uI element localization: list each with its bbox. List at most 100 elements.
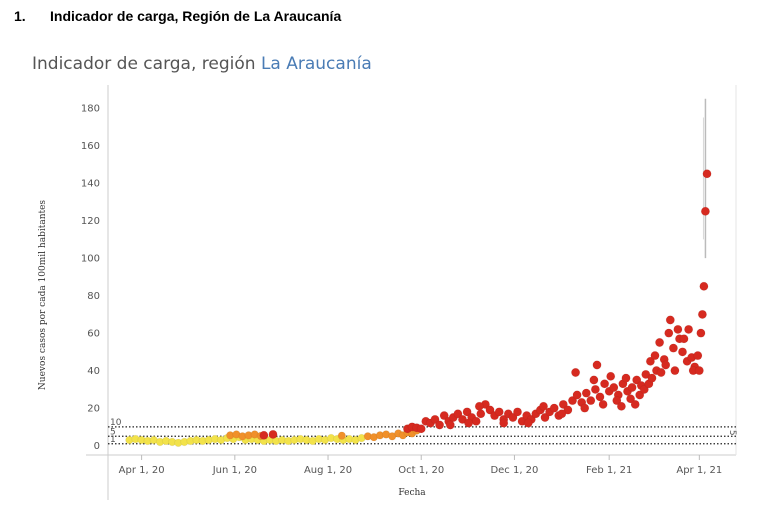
- x-tick-label: Jun 1, 20: [212, 465, 257, 476]
- data-point: [453, 409, 463, 419]
- data-point: [586, 395, 596, 406]
- data-point: [699, 281, 709, 291]
- data-point: [595, 392, 605, 402]
- data-point: [656, 367, 666, 378]
- y-axis-title: Nuevos casos por cada 100mil habitantes: [38, 200, 48, 390]
- data-point: [654, 337, 665, 348]
- data-point: [463, 418, 474, 428]
- data-point: [337, 431, 347, 441]
- reference-line-right-label: 5: [727, 430, 737, 436]
- y-tick-label: 120: [81, 216, 100, 227]
- chart-title: Indicador de carga, región La Araucanía: [32, 54, 372, 74]
- data-point: [697, 309, 708, 320]
- data-point: [612, 395, 622, 406]
- data-point: [590, 384, 601, 395]
- data-point: [677, 347, 688, 357]
- data-point: [439, 410, 449, 421]
- y-tick-label: 140: [81, 179, 100, 190]
- data-point: [494, 407, 504, 417]
- data-point: [268, 429, 278, 440]
- y-tick-label: 160: [81, 141, 100, 152]
- data-point: [485, 405, 495, 415]
- data-point: [647, 373, 657, 383]
- y-tick-label: 60: [87, 329, 100, 340]
- data-point: [259, 430, 269, 440]
- y-tick-label: 180: [81, 104, 100, 115]
- data-point: [693, 350, 703, 361]
- reference-line-label: 10: [110, 418, 122, 428]
- x-tick-label: Apr 1, 20: [119, 465, 165, 476]
- x-tick-label: Apr 1, 21: [676, 465, 722, 476]
- data-point: [664, 328, 674, 338]
- data-point: [549, 403, 559, 413]
- data-point: [570, 367, 581, 378]
- data-point: [641, 369, 651, 380]
- data-point: [572, 390, 582, 400]
- data-point: [696, 328, 706, 338]
- reference-line-label: 1: [110, 435, 116, 445]
- data-point: [512, 407, 523, 417]
- data-point: [540, 412, 550, 423]
- data-point: [563, 405, 573, 415]
- chart-title-highlight: La Araucanía: [260, 54, 372, 74]
- data-point: [557, 409, 567, 419]
- data-point: [592, 360, 602, 370]
- data-point: [621, 373, 631, 383]
- y-tick-label: 80: [87, 291, 100, 302]
- data-point: [702, 169, 712, 179]
- data-point: [661, 360, 671, 370]
- y-tick-label: 100: [81, 254, 100, 265]
- x-tick-label: Feb 1, 21: [586, 465, 632, 476]
- data-point: [694, 365, 704, 376]
- data-point: [499, 418, 509, 428]
- data-point: [434, 420, 445, 430]
- data-point: [679, 334, 689, 344]
- reference-line-label: 5: [110, 427, 116, 437]
- data-point: [673, 324, 683, 335]
- data-point: [558, 399, 568, 410]
- document-heading: 1. Indicador de carga, Región de La Arauc…: [14, 8, 341, 24]
- data-point: [606, 371, 616, 381]
- data-point: [683, 324, 694, 335]
- data-point: [650, 350, 660, 361]
- data-point: [609, 382, 619, 393]
- data-point: [668, 343, 679, 353]
- data-point: [430, 414, 440, 425]
- chart-title-prefix: Indicador de carga, región: [32, 54, 256, 74]
- data-point: [462, 407, 472, 417]
- data-point: [476, 409, 486, 419]
- data-point: [598, 399, 608, 410]
- data-point: [630, 399, 640, 410]
- data-point: [445, 420, 455, 430]
- data-point: [632, 375, 642, 385]
- x-tick-label: Aug 1, 20: [304, 465, 352, 476]
- heading-number: 1.: [14, 8, 26, 24]
- data-point: [581, 388, 591, 398]
- x-axis-title: Fecha: [398, 488, 426, 498]
- data-point: [639, 384, 649, 395]
- data-point: [645, 356, 656, 366]
- data-point: [538, 401, 549, 411]
- data-point: [508, 412, 518, 423]
- data-point: [670, 365, 680, 376]
- data-point: [599, 379, 610, 389]
- data-point: [471, 416, 481, 426]
- y-tick-label: 0: [94, 441, 100, 452]
- heading-text: Indicador de carga, Región de La Araucan…: [50, 8, 342, 24]
- y-tick-label: 20: [87, 404, 100, 415]
- data-point: [523, 418, 533, 428]
- data-point: [474, 401, 484, 411]
- data-point: [580, 403, 590, 413]
- data-point: [700, 206, 711, 217]
- data-point: [665, 315, 675, 325]
- data-point: [616, 401, 627, 411]
- data-point: [589, 375, 599, 385]
- x-tick-label: Dec 1, 20: [490, 465, 538, 476]
- y-tick-label: 40: [87, 366, 100, 377]
- data-point: [635, 390, 645, 400]
- data-point: [416, 424, 426, 434]
- data-point: [625, 394, 636, 404]
- x-tick-label: Oct 1, 20: [398, 465, 444, 476]
- data-point: [627, 382, 637, 393]
